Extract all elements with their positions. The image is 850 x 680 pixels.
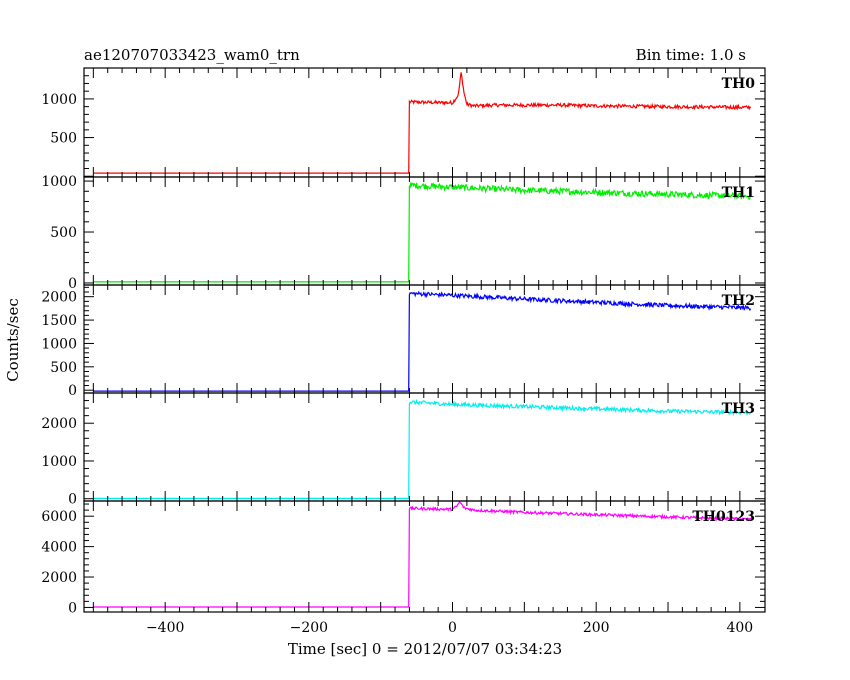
- panel-frame: [83, 284, 766, 394]
- x-tick-label: −400: [146, 620, 184, 636]
- panel-label-th1: TH1: [722, 185, 755, 201]
- x-tick-label: −200: [290, 620, 328, 636]
- y-tick-label: 6000: [41, 509, 77, 525]
- y-tick-label: 1000: [41, 174, 77, 190]
- series-th2: [93, 290, 752, 392]
- panel-th0123: 0 2000 4000 6000 TH0123: [41, 500, 766, 616]
- panel-frame: [83, 67, 766, 178]
- x-tick-label: 400: [726, 620, 753, 636]
- y-tick-label: 0: [68, 492, 77, 508]
- panel-th1: 0 500 1000 TH1: [41, 174, 766, 292]
- panel-th2: 0 500 1000 1500 2000 TH2: [41, 284, 766, 399]
- bin-time-label: Bin time: 1.0 s: [636, 46, 746, 64]
- series-th1: [93, 181, 752, 283]
- y-tick-label: 4000: [41, 540, 77, 556]
- y-tick-label: 500: [50, 131, 77, 147]
- y-tick-label: 1000: [41, 454, 77, 470]
- y-tick-label: 2000: [41, 290, 77, 306]
- y-tick-label: 0: [68, 383, 77, 399]
- y-tick-label: 500: [50, 360, 77, 376]
- series-th0123: [93, 500, 752, 608]
- y-tick-label: 0: [68, 600, 77, 616]
- y-tick-label: 1000: [41, 336, 77, 352]
- y-tick-label: 1500: [41, 313, 77, 329]
- panels-group: 500 1000 TH0 0 500 1000 TH1 0 500 1000 1500 2000 TH2…: [41, 67, 766, 616]
- panel-label-th2: TH2: [722, 293, 755, 309]
- panel-frame: [83, 500, 766, 613]
- y-tick-label: 500: [50, 225, 77, 241]
- panel-label-th3: TH3: [722, 401, 755, 417]
- panel-frame: [83, 392, 766, 502]
- series-th0: [93, 72, 752, 174]
- x-tick-label: 0: [448, 620, 457, 636]
- y-tick-label: 2000: [41, 416, 77, 432]
- series-th3: [93, 398, 752, 499]
- x-axis: −400 −200 0 200 400: [146, 620, 753, 636]
- x-tick-label: 200: [583, 620, 610, 636]
- x-axis-label: Time [sec] 0 = 2012/07/07 03:34:23: [288, 640, 562, 658]
- panel-label-th0: TH0: [722, 76, 756, 92]
- y-tick-label: 1000: [41, 92, 77, 108]
- y-tick-label: 0: [68, 276, 77, 292]
- panel-th0: 500 1000 TH0: [41, 67, 766, 178]
- panel-label-th0123: TH0123: [692, 509, 755, 525]
- chart-title: ae120707033423_wam0_trn: [84, 46, 300, 64]
- y-tick-label: 2000: [41, 570, 77, 586]
- panel-th3: 0 1000 2000 TH3: [41, 392, 766, 508]
- y-axis-label: Counts/sec: [4, 298, 22, 382]
